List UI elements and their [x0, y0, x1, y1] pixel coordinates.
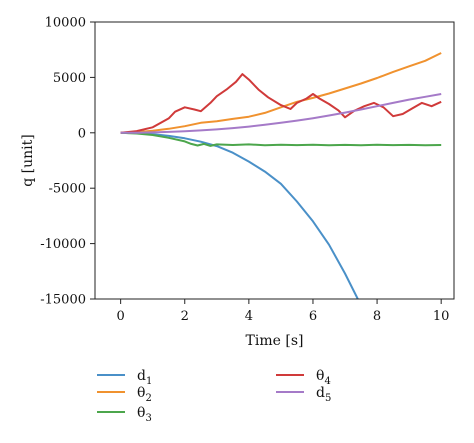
x-tick-label: 8	[373, 309, 381, 324]
x-tick-label: 6	[309, 309, 317, 324]
x-tick-label: 4	[245, 309, 253, 324]
series-line-5	[120, 93, 442, 134]
y-tick-label: 5000	[53, 71, 86, 86]
legend-label: θ2	[137, 385, 152, 404]
plot-area	[120, 52, 442, 299]
legend-item-1: d1	[97, 368, 152, 387]
x-axis-label: Time [s]	[246, 333, 304, 349]
series-line-4	[120, 73, 442, 134]
series-line-3	[120, 131, 442, 147]
legend-item-4: θ4	[276, 368, 331, 387]
axes: 0 2 4 6 8 10 -15000 -10000 -5000 0 5000 10000 Time […	[20, 16, 455, 349]
legend-item-2: θ2	[97, 385, 152, 404]
y-axis-label: q [unit]	[20, 134, 36, 186]
series-line-1	[120, 131, 359, 299]
y-tick-label: -15000	[40, 293, 86, 308]
legend-item-5: d5	[276, 385, 331, 404]
y-tick-label: 0	[78, 126, 86, 141]
legend-label: d5	[316, 385, 331, 404]
series-lines	[120, 52, 442, 299]
x-tick-label: 2	[181, 309, 189, 324]
y-tick-label: 10000	[45, 16, 86, 31]
legend-label: d1	[137, 368, 152, 387]
legend-label: θ3	[137, 405, 152, 424]
x-tick-label: 10	[433, 309, 450, 324]
legend-item-3: θ3	[97, 405, 152, 424]
y-tick-label: -10000	[40, 237, 86, 252]
plot-frame	[94, 21, 455, 300]
series-line-2	[120, 52, 442, 134]
x-tick-label: 0	[117, 309, 125, 324]
legend-label: θ4	[316, 368, 331, 387]
y-tick-label: -5000	[49, 182, 86, 197]
